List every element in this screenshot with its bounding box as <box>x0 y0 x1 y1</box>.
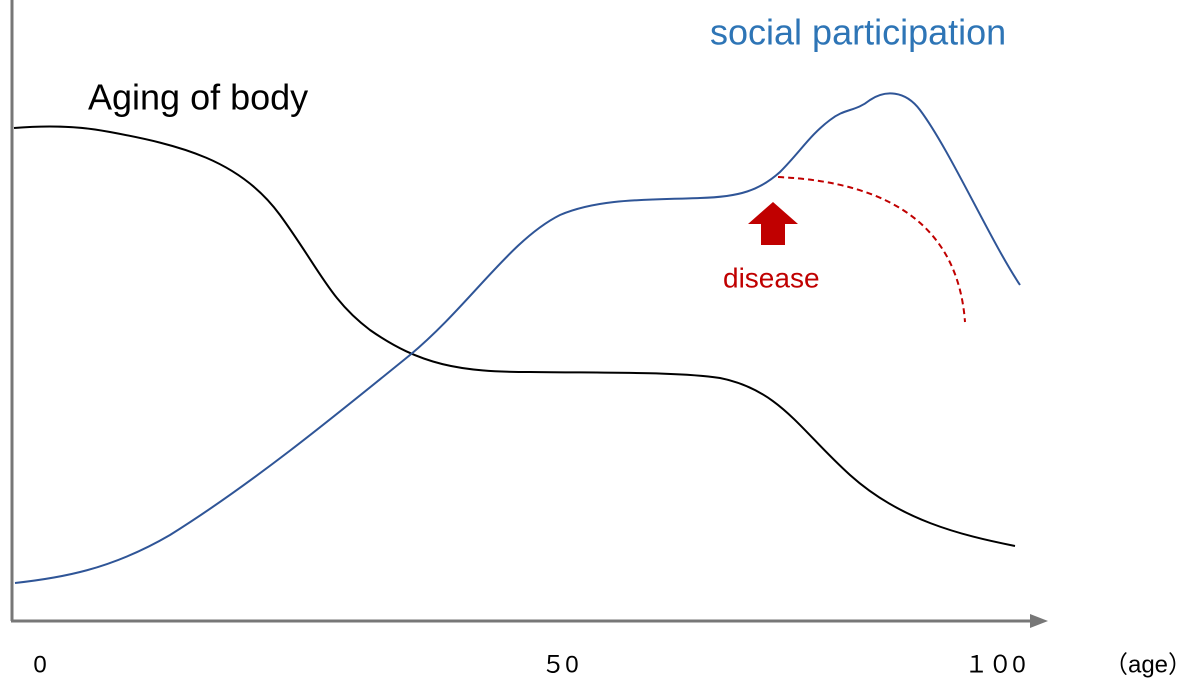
x-tick-label: ５0 <box>541 651 578 678</box>
x-tick-label: １０0 <box>964 651 1025 678</box>
social-label: social participation <box>710 12 1006 53</box>
axis-arrowhead <box>1030 614 1048 628</box>
social-curve <box>14 92 1021 584</box>
disease-curve <box>777 176 966 323</box>
body-curve <box>13 125 1016 547</box>
x-tick-label: 0 <box>33 651 46 678</box>
x-axis-unit: （age） <box>1104 651 1192 678</box>
disease-arrow <box>748 202 798 245</box>
disease-label: disease <box>723 262 820 293</box>
body-label: Aging of body <box>88 77 308 118</box>
